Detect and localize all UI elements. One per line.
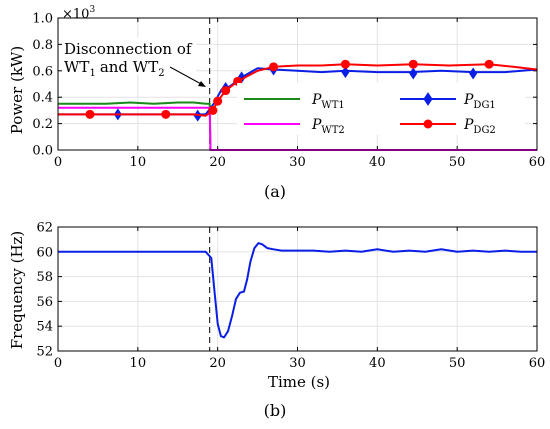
power-ytick-label: 0.8: [32, 38, 53, 53]
power-marker-dg2: [208, 105, 218, 115]
freq-xtick-label: 40: [369, 356, 386, 371]
annotation-arrow: [169, 66, 204, 86]
power-xtick-label: 10: [130, 155, 147, 170]
freq-ytick-label: 58: [36, 270, 53, 285]
power-ytick-label: 0.0: [32, 144, 53, 159]
power-marker-dg2: [269, 62, 279, 72]
legend-label-pdg2: PDG2: [463, 117, 496, 136]
legend-marker-pdg2: [423, 119, 433, 129]
frequency-grid: [57, 226, 538, 352]
power-marker-dg2: [161, 109, 171, 119]
annotation-arrowhead: [198, 81, 206, 87]
freq-line-freq: [58, 242, 537, 339]
power-line-wt2: [58, 106, 537, 151]
power-xtick-label: 50: [449, 155, 466, 170]
power-legend: PWT1 PWT2 PDG1 PDG2: [237, 83, 525, 136]
power-xtick-label: 40: [369, 155, 386, 170]
freq-ytick-label: 56: [36, 295, 53, 310]
power-line-dg2: [58, 63, 538, 117]
power-ytick-label: 0.2: [32, 117, 53, 132]
power-y-label: Power (kW): [8, 46, 26, 134]
power-marker-dg1: [469, 67, 478, 80]
freq-ytick-label: 62: [36, 221, 53, 236]
power-plot-frame: [57, 17, 538, 151]
power-marker-dg1: [409, 67, 418, 80]
power-xtick-label: 30: [289, 155, 306, 170]
legend-label-pwt2: PWT2: [311, 117, 345, 136]
frequency-ticks: 0 10 20 30 40 50 60 52 54 56 58 60 62: [36, 221, 545, 372]
power-marker-dg2: [213, 96, 223, 106]
frequency-y-label: Frequency (Hz): [8, 231, 26, 350]
freq-ytick-label: 54: [36, 320, 53, 335]
freq-xtick-label: 50: [449, 356, 466, 371]
power-marker-dg2: [340, 59, 350, 69]
legend-marker-pdg1: [423, 92, 433, 106]
freq-xtick-label: 0: [54, 356, 62, 371]
power-xtick-label: 20: [209, 155, 226, 170]
power-xtick-label: 0: [54, 155, 62, 170]
power-marker-dg2: [484, 59, 494, 69]
annotation-line1: Disconnection of: [64, 40, 193, 58]
frequency-x-label: Time (s): [268, 373, 330, 391]
legend-item-pdg1: PDG1: [400, 92, 496, 111]
power-series: [58, 59, 538, 151]
power-marker-dg2: [221, 86, 231, 96]
caption-b: (b): [264, 401, 287, 420]
freq-xtick-label: 60: [529, 356, 546, 371]
frequency-series: [58, 242, 537, 339]
legend-item-pwt2: PWT2: [244, 117, 345, 136]
power-ytick-label: 0.4: [32, 91, 53, 106]
power-ytick-label: 1.0: [32, 12, 53, 27]
power-marker-dg2: [408, 59, 418, 69]
power-marker-dg2: [85, 109, 95, 119]
power-ytick-label: 0.6: [32, 64, 53, 79]
freq-ytick-label: 52: [36, 345, 53, 360]
frequency-chart: 0 10 20 30 40 50 60 52 54 56 58 60 62 Frequency (Hz)…: [8, 221, 545, 421]
annotation-line2: WT1 and WT2: [64, 58, 165, 79]
legend-label-pdg1: PDG1: [463, 92, 496, 111]
power-marker-dg1: [341, 66, 350, 79]
legend-item-pdg2: PDG2: [400, 117, 496, 136]
freq-xtick-label: 20: [209, 356, 226, 371]
power-chart: 0 10 20 30 40 50 60 0.0 0.2 0.4 0.6 0.8 1.0 ×103 Dis…: [8, 5, 545, 201]
legend-item-pwt1: PWT1: [244, 92, 345, 111]
frequency-plot-frame: [57, 226, 538, 352]
freq-ytick-label: 60: [36, 245, 53, 260]
caption-a: (a): [264, 182, 286, 201]
y-multiplier: ×103: [62, 5, 95, 22]
power-xtick-label: 60: [529, 155, 546, 170]
legend-label-pwt1: PWT1: [311, 92, 345, 111]
freq-xtick-label: 30: [289, 356, 306, 371]
annotation-bg: [62, 38, 196, 74]
legend-box: [237, 83, 525, 135]
freq-xtick-label: 10: [130, 356, 147, 371]
